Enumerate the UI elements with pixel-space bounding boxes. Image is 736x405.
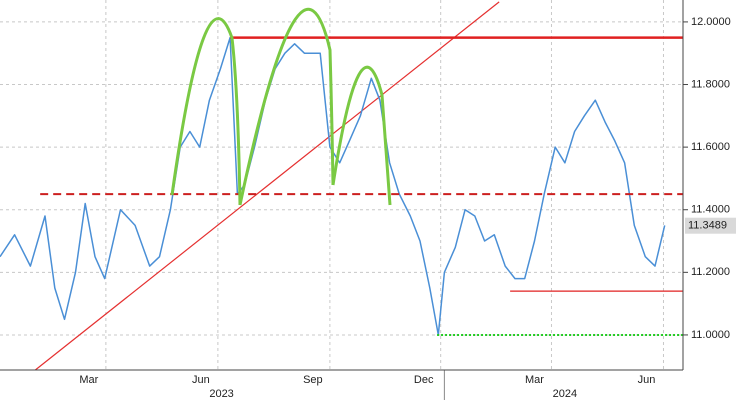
- y-tick-label: 11.8000: [691, 78, 730, 90]
- x-tick-label: Jun: [192, 374, 210, 386]
- y-tick-label: 11.4000: [691, 204, 730, 216]
- y-tick-label: 12.0000: [691, 16, 731, 28]
- arc: [238, 7, 335, 206]
- last-value-label: 11.3489: [688, 220, 727, 232]
- year-label: 2024: [553, 388, 577, 400]
- pattern-arcs: [170, 7, 392, 206]
- trendline: [34, 1, 500, 371]
- y-tick-label: 11.0000: [691, 329, 730, 341]
- y-tick-label: 11.6000: [691, 141, 730, 153]
- x-tick-label: Mar: [525, 374, 544, 386]
- x-tick-label: Jun: [638, 374, 656, 386]
- arc: [170, 17, 242, 206]
- arc: [331, 65, 392, 206]
- plot: [0, 1, 683, 371]
- year-label: 2023: [209, 388, 233, 400]
- y-tick-label: 11.2000: [691, 266, 730, 278]
- price-line: [0, 36, 666, 336]
- last-value-box: [685, 217, 736, 234]
- x-tick-label: Mar: [79, 374, 98, 386]
- x-tick-label: Sep: [303, 374, 323, 386]
- x-tick-label: Dec: [414, 374, 434, 386]
